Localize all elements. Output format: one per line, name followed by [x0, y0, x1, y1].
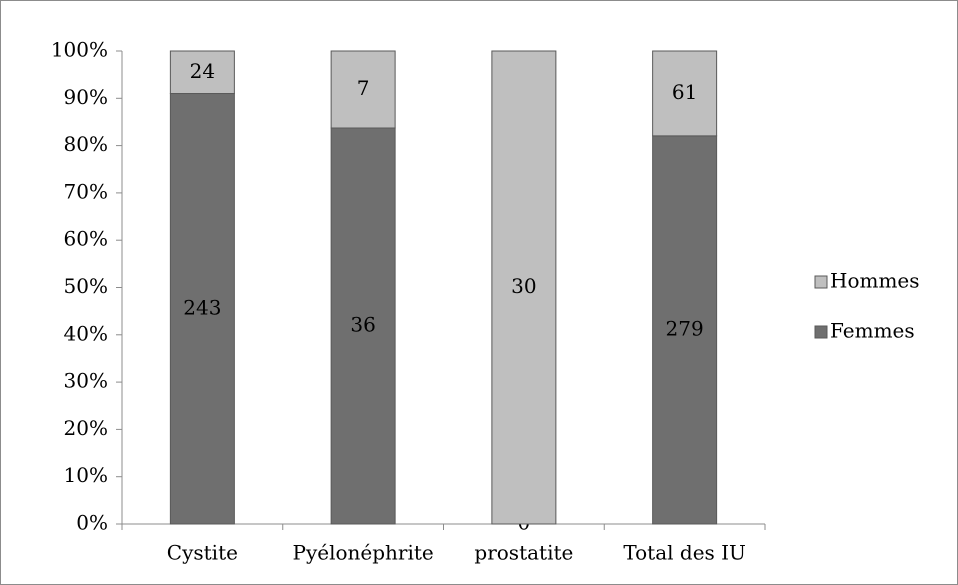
x-tick-label: Cystite — [167, 541, 238, 565]
y-tick-label: 30% — [64, 369, 108, 393]
data-label: 7 — [357, 76, 370, 100]
data-label: 24 — [190, 59, 215, 83]
legend-label: Femmes — [830, 319, 915, 343]
x-tick-label: prostatite — [474, 541, 573, 565]
data-label: 279 — [666, 316, 704, 340]
y-tick-label: 40% — [64, 321, 108, 345]
bar-segment — [169, 50, 235, 95]
y-tick-label: 10% — [64, 463, 108, 487]
legend-label: Hommes — [830, 269, 920, 293]
data-label: 243 — [183, 295, 221, 319]
data-label: 61 — [672, 80, 697, 104]
y-tick-label: 70% — [64, 179, 108, 203]
y-tick-label: 0% — [76, 511, 108, 535]
y-tick-label: 80% — [64, 132, 108, 156]
x-tick-label: Total des IU — [623, 541, 746, 565]
x-tick-label: Pyélonéphrite — [292, 541, 433, 565]
data-label: 36 — [350, 313, 375, 337]
y-tick-label: 100% — [51, 38, 108, 62]
y-tick-label: 60% — [64, 227, 108, 251]
y-tick-label: 20% — [64, 416, 108, 440]
bar-segment — [491, 50, 557, 525]
y-tick-label: 50% — [64, 274, 108, 298]
bar-segment — [652, 50, 718, 137]
y-tick-label: 90% — [64, 85, 108, 109]
bar-segment — [330, 50, 396, 129]
data-label: 30 — [511, 274, 536, 298]
legend-swatch — [814, 325, 828, 339]
legend-swatch — [814, 275, 828, 289]
bar-segment — [652, 135, 718, 525]
